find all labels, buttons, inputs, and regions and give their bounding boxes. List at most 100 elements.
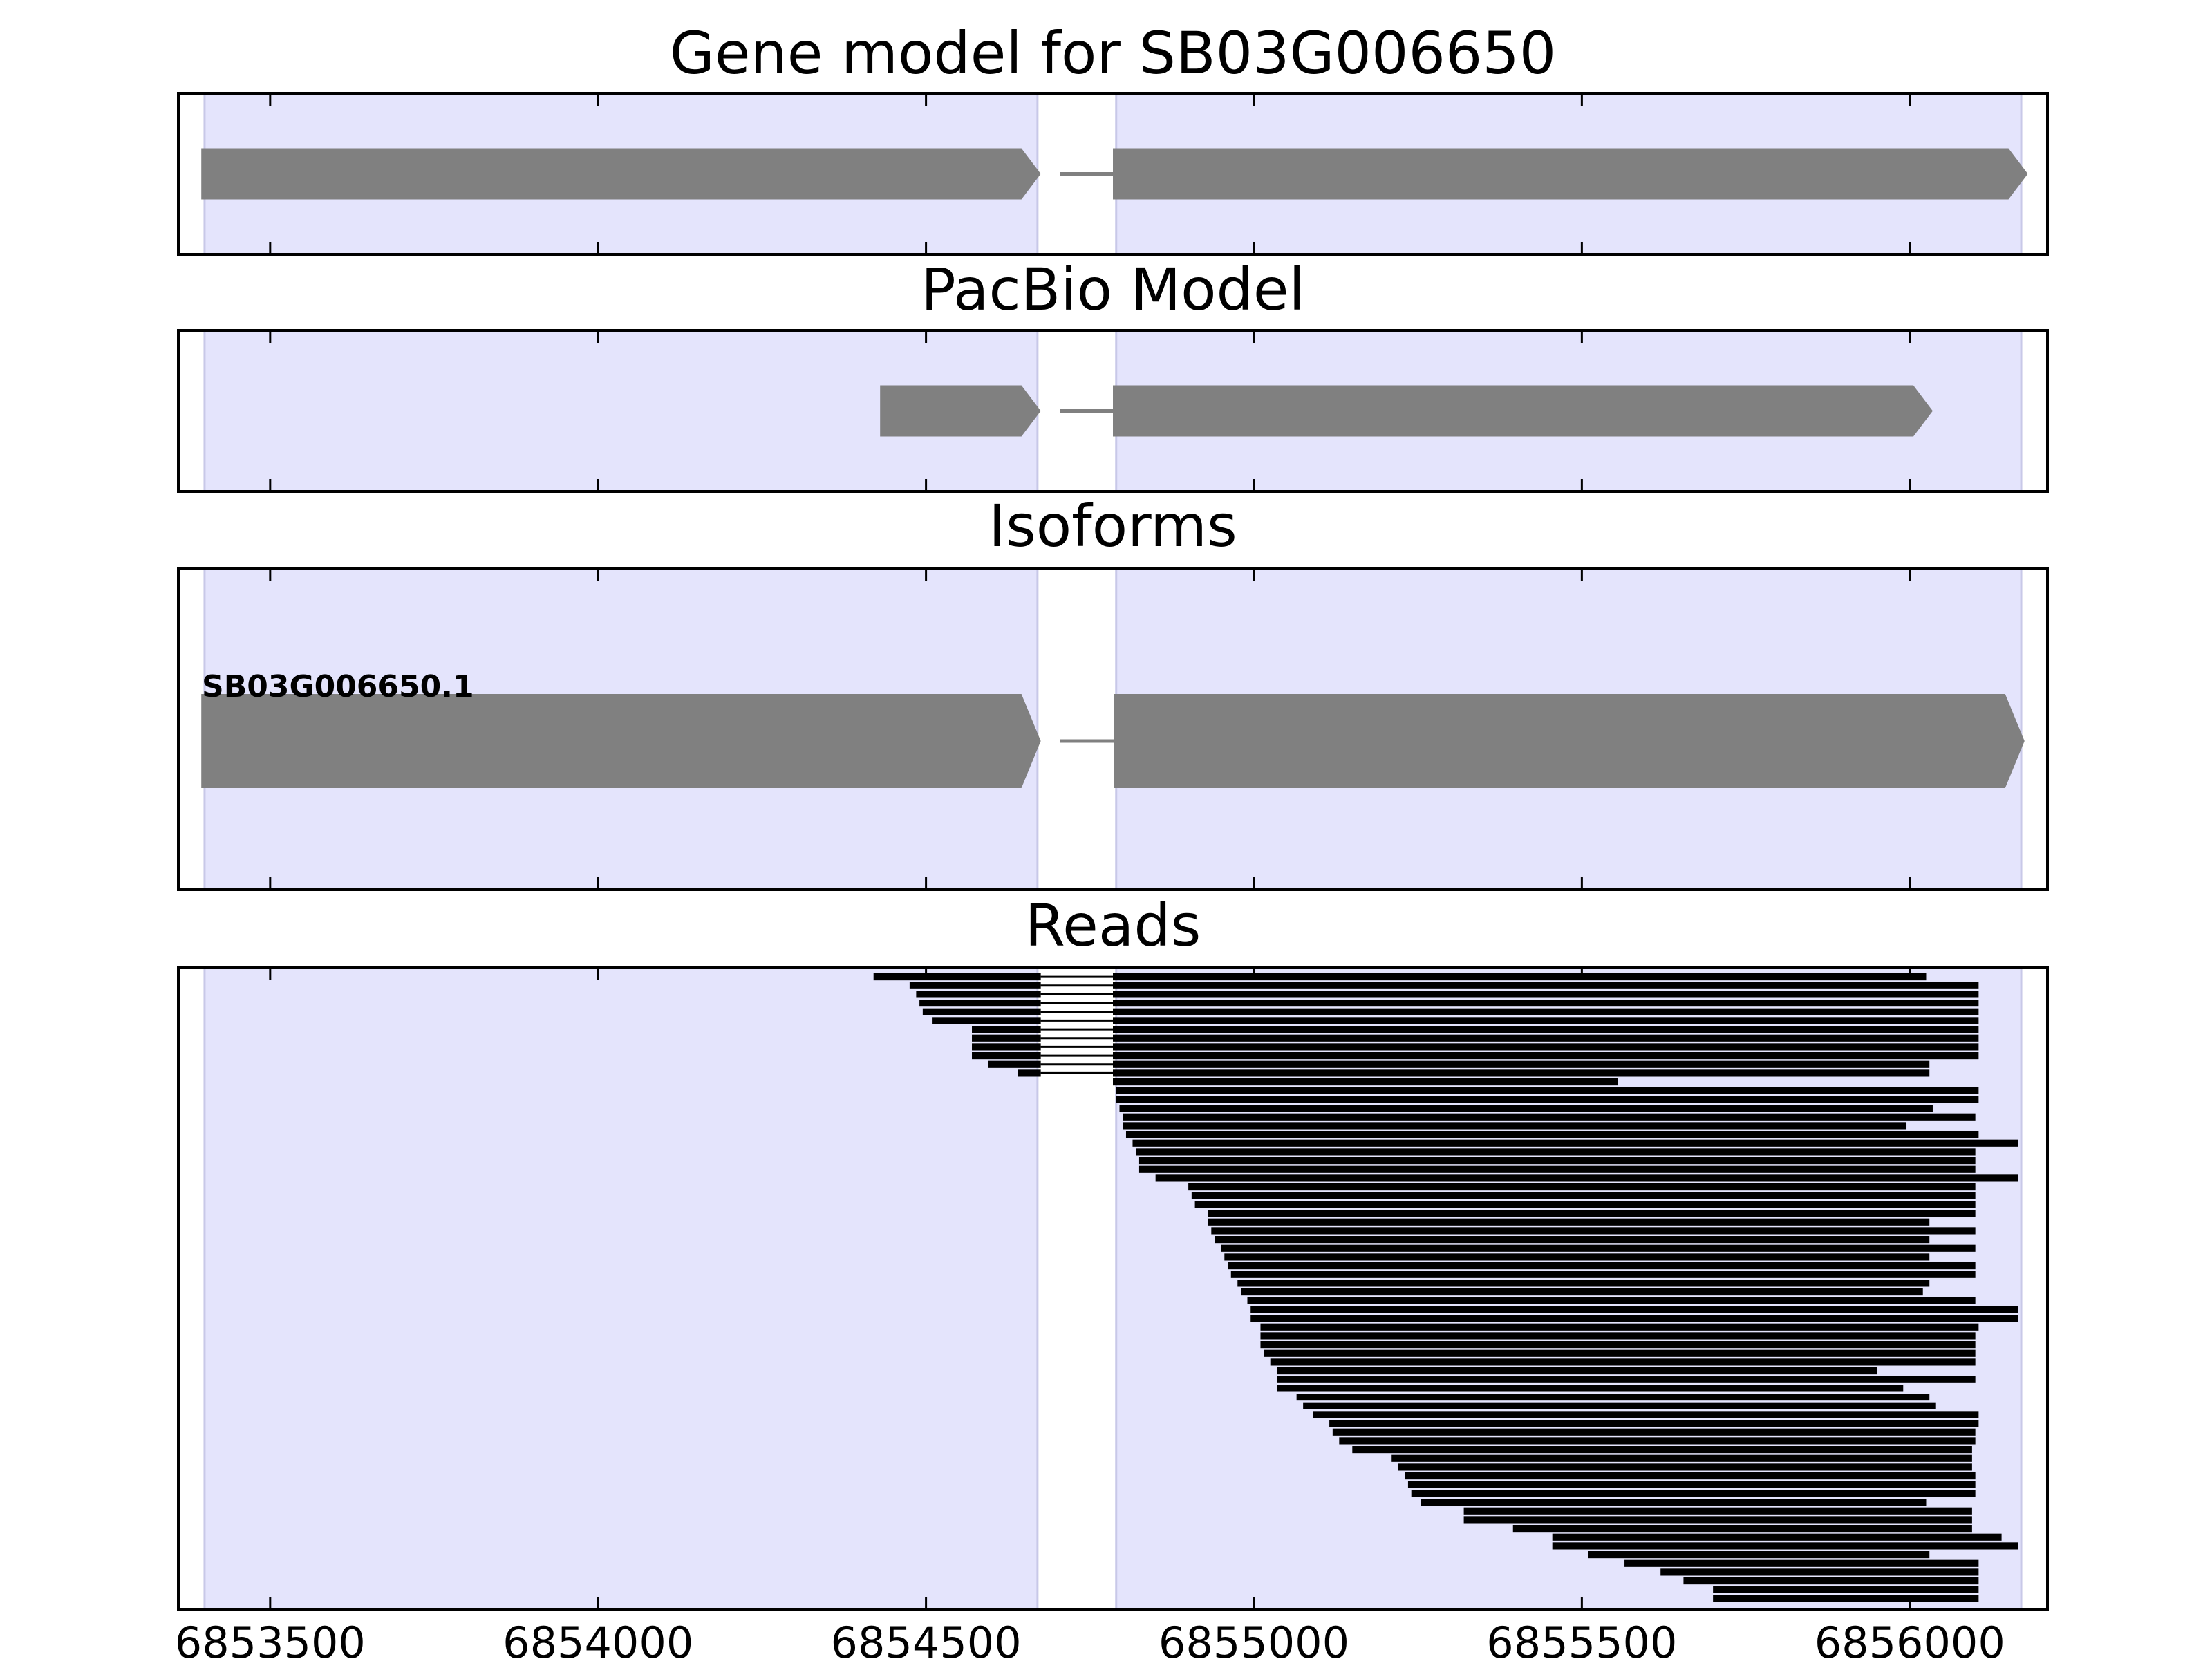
read-segment bbox=[1250, 1306, 2018, 1313]
x-tick-label: 6854500 bbox=[831, 1618, 1022, 1659]
isoforms-panel: Isoforms SB03G006650.1 bbox=[177, 492, 2049, 891]
read-segment bbox=[1018, 1069, 1041, 1077]
reads-title: Reads bbox=[1025, 892, 1201, 959]
read-segment bbox=[1247, 1297, 1976, 1304]
read-segment bbox=[1113, 991, 1979, 998]
exon-block bbox=[880, 385, 1041, 437]
read-segment bbox=[1113, 1008, 1979, 1015]
read-segment bbox=[932, 1017, 1041, 1024]
read-segment bbox=[922, 1008, 1041, 1015]
read-segment bbox=[1407, 1481, 1976, 1488]
read-segment bbox=[1421, 1499, 1927, 1506]
pacbio-model-panel: PacBio Model bbox=[177, 256, 2049, 493]
isoform-label: SB03G006650.1 bbox=[202, 669, 474, 704]
read-segment bbox=[1138, 1157, 1976, 1165]
x-tick-label: 6854000 bbox=[503, 1618, 693, 1659]
panel-frame bbox=[177, 966, 2049, 1611]
read-segment bbox=[1339, 1437, 1976, 1445]
x-tick-label: 6856000 bbox=[1815, 1618, 2005, 1659]
read-segment bbox=[1191, 1192, 1976, 1199]
x-axis-tick-labels: 6853500 6854000 6854500 6855000 6855500 68560… bbox=[175, 1618, 2005, 1659]
read-segment bbox=[1211, 1227, 1976, 1235]
exon-block bbox=[1113, 385, 1933, 437]
read-segment bbox=[1228, 1262, 1976, 1270]
x-tick-label: 6855000 bbox=[1159, 1618, 1349, 1659]
reads-panel: Reads bbox=[177, 892, 2049, 1611]
read-segment bbox=[1264, 1349, 1976, 1357]
read-segment bbox=[1552, 1542, 2018, 1550]
read-segment bbox=[1260, 1341, 1976, 1349]
read-segment bbox=[1125, 1131, 1979, 1138]
exon-region-shade bbox=[203, 966, 1039, 1611]
read-segment bbox=[1155, 1174, 2018, 1182]
read-segment bbox=[1277, 1385, 1904, 1392]
read-segment bbox=[909, 982, 1041, 989]
read-segment bbox=[1683, 1577, 1979, 1585]
read-segment bbox=[1405, 1472, 1976, 1480]
read-segment bbox=[1123, 1113, 1976, 1121]
read-segment bbox=[1224, 1253, 1930, 1261]
read-segment bbox=[1391, 1454, 1972, 1462]
read-segment bbox=[1588, 1551, 1930, 1559]
panel-frame bbox=[177, 329, 2049, 493]
read-segment bbox=[1221, 1244, 1976, 1252]
x-tick-label: 6853500 bbox=[175, 1618, 366, 1659]
read-segment bbox=[1237, 1280, 1930, 1287]
read-segment bbox=[1552, 1533, 2002, 1541]
read-segment bbox=[988, 1060, 1041, 1068]
read-segment bbox=[1512, 1525, 1972, 1533]
read-segment bbox=[1113, 1017, 1979, 1024]
read-segment bbox=[1313, 1411, 1979, 1418]
read-segment bbox=[919, 1000, 1041, 1007]
read-segment bbox=[972, 1052, 1041, 1060]
read-segment bbox=[1352, 1446, 1972, 1454]
read-segment bbox=[1116, 1096, 1979, 1103]
read-segment bbox=[1113, 1078, 1618, 1086]
read-segment bbox=[1113, 1043, 1979, 1051]
read-segment bbox=[1194, 1201, 1976, 1208]
read-segment bbox=[1113, 1026, 1979, 1033]
read-segment bbox=[972, 1026, 1041, 1033]
read-segment bbox=[1277, 1367, 1877, 1375]
exon-block bbox=[1114, 694, 2025, 788]
read-segment bbox=[1624, 1559, 1979, 1567]
read-segment bbox=[1398, 1463, 1972, 1471]
read-segment bbox=[1215, 1236, 1930, 1244]
read-segment bbox=[1113, 1052, 1979, 1060]
panel-frame bbox=[177, 92, 2049, 256]
read-segment bbox=[1250, 1315, 2018, 1322]
read-segment bbox=[1138, 1165, 1976, 1173]
pacbio-model-title: PacBio Model bbox=[921, 256, 1305, 324]
read-segment bbox=[1277, 1376, 1976, 1383]
read-segment bbox=[1113, 982, 1979, 989]
gene-model-panel: Gene model for SB03G006650 bbox=[177, 19, 2049, 256]
read-segment bbox=[1113, 1034, 1979, 1042]
read-segment bbox=[1411, 1490, 1976, 1497]
read-segment bbox=[1132, 1139, 2018, 1147]
read-segment bbox=[873, 973, 1041, 981]
read-segment bbox=[1241, 1288, 1923, 1296]
read-segment bbox=[1119, 1105, 1933, 1112]
read-segment bbox=[916, 991, 1041, 998]
panel-frame bbox=[177, 567, 2049, 891]
read-segment bbox=[1113, 1060, 1930, 1068]
x-tick-label: 6855500 bbox=[1486, 1618, 1677, 1659]
read-segment bbox=[1113, 1000, 1979, 1007]
read-segment bbox=[1113, 1069, 1930, 1077]
read-segment bbox=[1713, 1586, 1979, 1593]
read-segment bbox=[1208, 1218, 1930, 1226]
read-segment bbox=[1188, 1183, 1976, 1191]
read-segment bbox=[972, 1043, 1041, 1051]
gene-model-title: Gene model for SB03G006650 bbox=[670, 19, 1556, 87]
read-segment bbox=[1296, 1394, 1930, 1401]
exon-block bbox=[1113, 148, 2028, 200]
read-segment bbox=[1136, 1148, 1976, 1156]
read-segment bbox=[1332, 1428, 1976, 1436]
read-segment bbox=[1463, 1507, 1972, 1515]
read-segment bbox=[1123, 1122, 1907, 1130]
read-segment bbox=[1230, 1271, 1976, 1278]
exon-block bbox=[201, 148, 1041, 200]
read-segment bbox=[1329, 1420, 1979, 1427]
read-segment bbox=[1208, 1210, 1976, 1217]
